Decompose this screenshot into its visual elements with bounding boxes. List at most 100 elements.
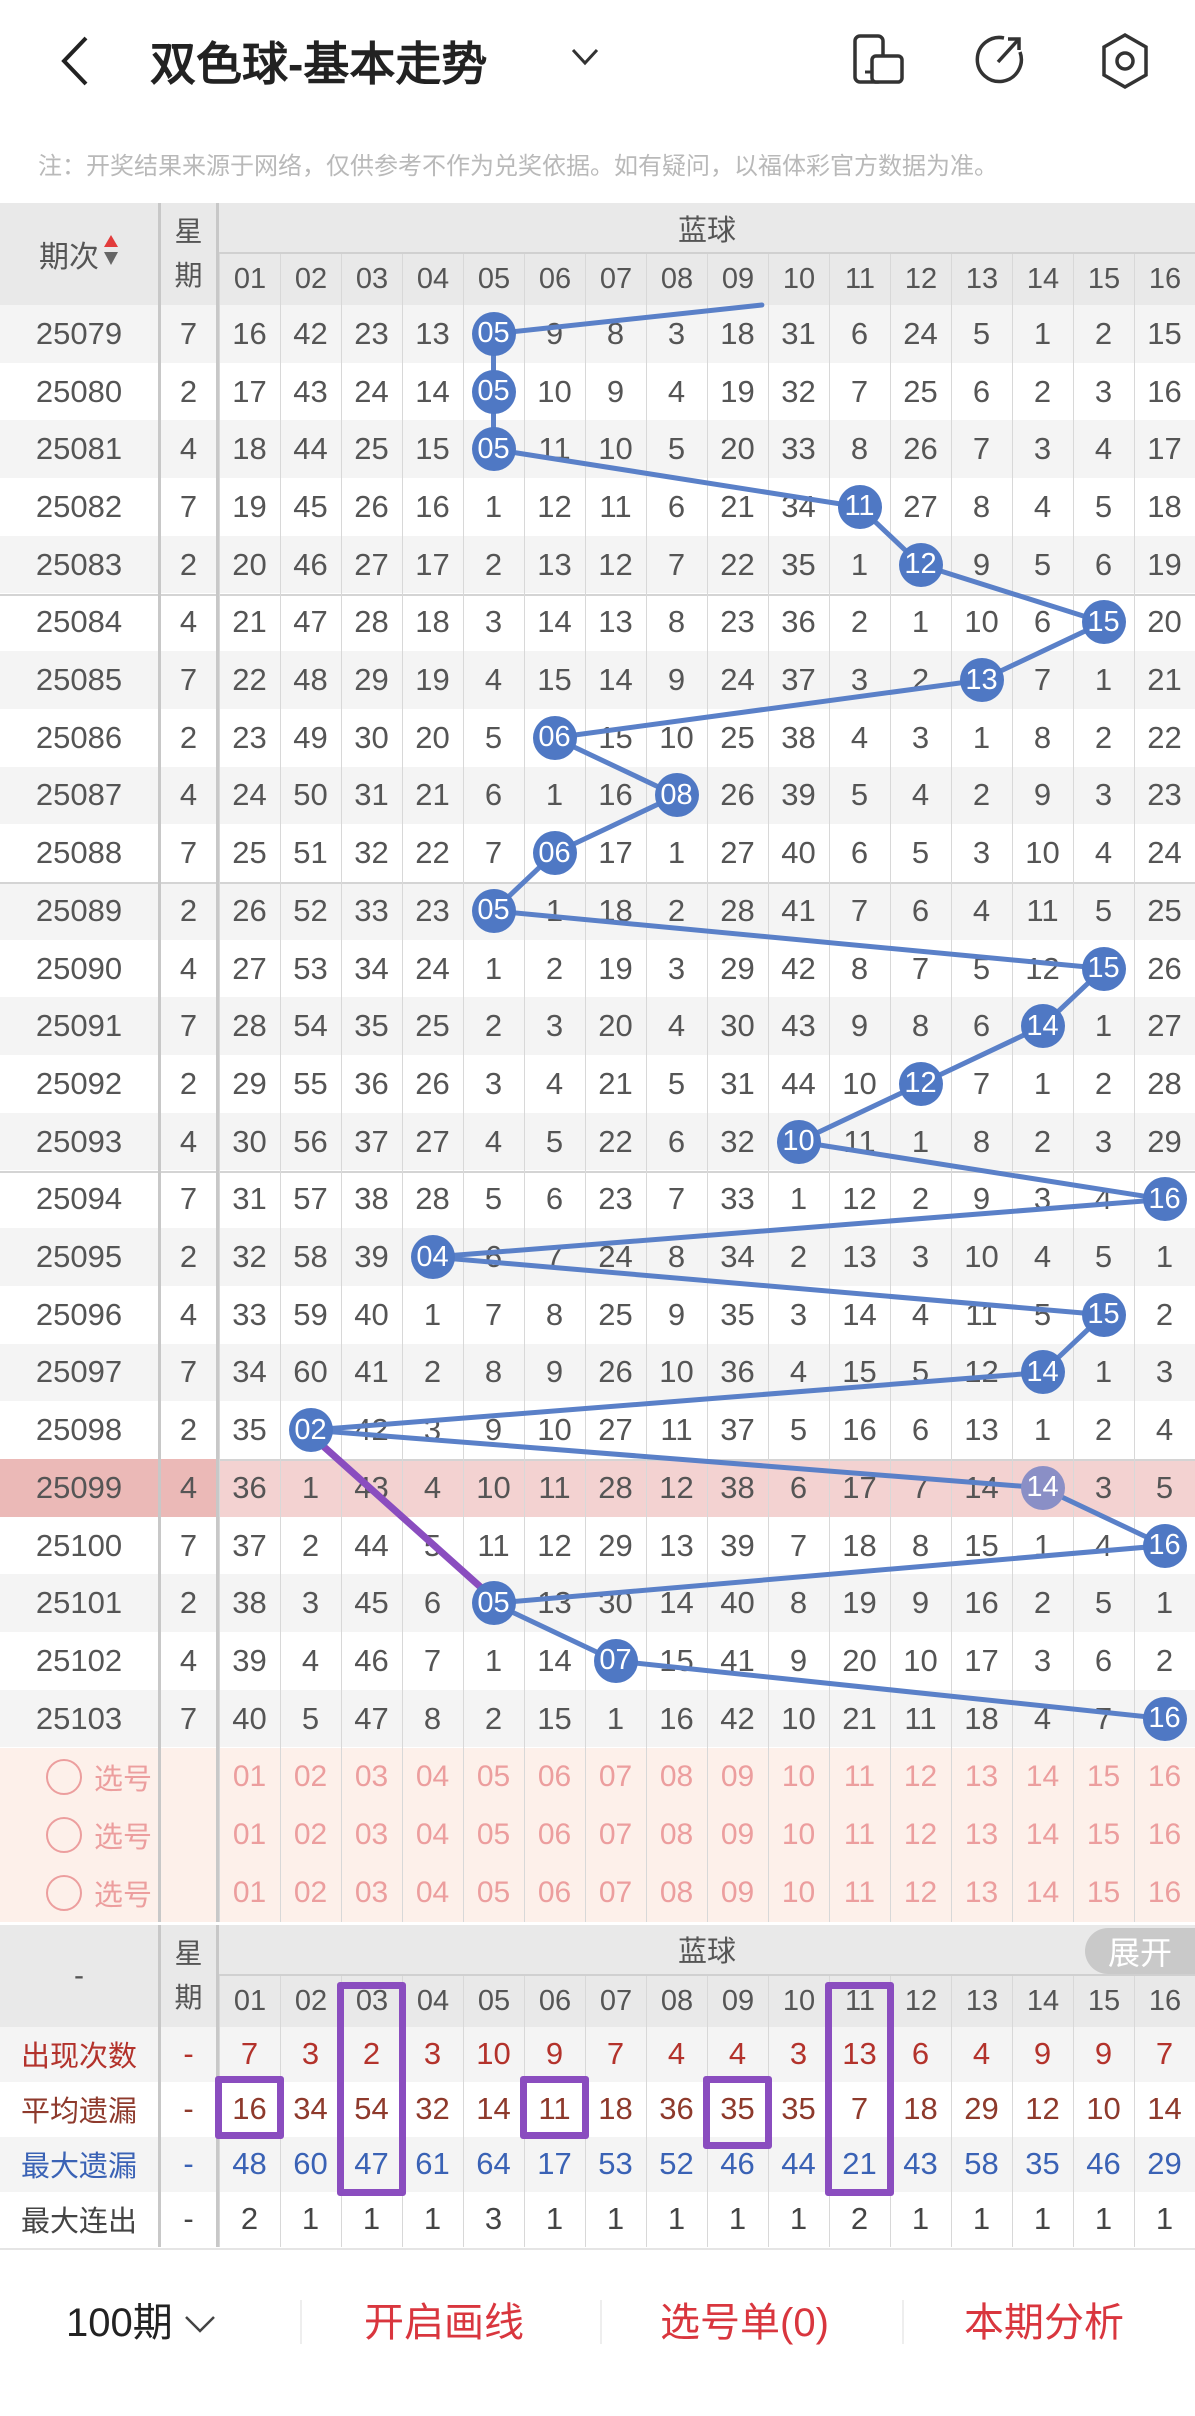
omission-cell[interactable]: 4 bbox=[972, 892, 991, 928]
blue-ball-hit[interactable]: 05 bbox=[471, 888, 516, 933]
period-header[interactable]: 期次 bbox=[0, 203, 158, 305]
omission-cell[interactable]: 14 bbox=[415, 373, 450, 409]
omission-cell[interactable]: 2 bbox=[667, 892, 686, 928]
omission-cell[interactable]: 11 bbox=[843, 1123, 876, 1159]
omission-cell[interactable]: 3 bbox=[1094, 1123, 1113, 1159]
share-icon[interactable] bbox=[974, 32, 1026, 88]
omission-cell[interactable]: 7 bbox=[1094, 1700, 1113, 1736]
omission-cell[interactable]: 36 bbox=[720, 1354, 755, 1390]
pick-number-12[interactable]: 12 bbox=[903, 1759, 938, 1793]
pick-list-button[interactable]: 选号单(0) bbox=[660, 2301, 829, 2345]
omission-cell[interactable]: 2 bbox=[423, 1354, 442, 1390]
omission-cell[interactable]: 3 bbox=[545, 1008, 564, 1044]
omission-cell[interactable]: 5 bbox=[1033, 1296, 1052, 1332]
omission-cell[interactable]: 55 bbox=[293, 1065, 328, 1101]
omission-cell[interactable]: 40 bbox=[232, 1700, 267, 1736]
omission-cell[interactable]: 13 bbox=[598, 604, 633, 640]
pick-number-10[interactable]: 10 bbox=[781, 1817, 816, 1851]
omission-cell[interactable]: 5 bbox=[850, 777, 869, 813]
omission-cell[interactable]: 4 bbox=[423, 1469, 442, 1505]
omission-cell[interactable]: 20 bbox=[1147, 604, 1182, 640]
omission-cell[interactable]: 15 bbox=[842, 1354, 877, 1390]
pick-number-09[interactable]: 09 bbox=[720, 1817, 755, 1851]
omission-cell[interactable]: 16 bbox=[232, 315, 267, 351]
omission-cell[interactable]: 35 bbox=[781, 546, 816, 582]
omission-cell[interactable]: 14 bbox=[537, 1642, 572, 1678]
omission-cell[interactable]: 42 bbox=[293, 315, 328, 351]
omission-cell[interactable]: 1 bbox=[1155, 1239, 1174, 1275]
omission-cell[interactable]: 18 bbox=[415, 604, 450, 640]
omission-cell[interactable]: 21 bbox=[1147, 662, 1182, 698]
omission-cell[interactable]: 3 bbox=[1033, 1181, 1052, 1217]
omission-cell[interactable]: 27 bbox=[1147, 1008, 1182, 1044]
chevron-down-icon[interactable] bbox=[570, 46, 600, 68]
omission-cell[interactable]: 38 bbox=[781, 719, 816, 755]
omission-cell[interactable]: 4 bbox=[1094, 431, 1113, 467]
blue-ball-hit[interactable]: 13 bbox=[959, 658, 1004, 703]
omission-cell[interactable]: 5 bbox=[484, 1181, 503, 1217]
pick-number-16[interactable]: 16 bbox=[1147, 1759, 1182, 1793]
omission-cell[interactable]: 24 bbox=[903, 315, 938, 351]
omission-cell[interactable]: 2 bbox=[1094, 719, 1113, 755]
omission-cell[interactable]: 7 bbox=[972, 1065, 991, 1101]
omission-cell[interactable]: 9 bbox=[789, 1642, 808, 1678]
pick-number-15[interactable]: 15 bbox=[1086, 1875, 1121, 1909]
omission-cell[interactable]: 5 bbox=[484, 719, 503, 755]
omission-cell[interactable]: 8 bbox=[484, 1354, 503, 1390]
omission-cell[interactable]: 41 bbox=[781, 892, 816, 928]
omission-cell[interactable]: 23 bbox=[720, 604, 755, 640]
omission-cell[interactable]: 6 bbox=[667, 488, 686, 524]
blue-ball-hit[interactable]: 07 bbox=[593, 1638, 638, 1683]
omission-cell[interactable]: 1 bbox=[484, 1642, 503, 1678]
blue-ball-hit[interactable]: 08 bbox=[654, 773, 699, 818]
omission-cell[interactable]: 49 bbox=[293, 719, 328, 755]
omission-cell[interactable]: 42 bbox=[781, 950, 816, 986]
blue-ball-hit[interactable]: 06 bbox=[532, 831, 577, 876]
omission-cell[interactable]: 3 bbox=[1033, 1642, 1052, 1678]
omission-cell[interactable]: 6 bbox=[545, 1181, 564, 1217]
omission-cell[interactable]: 3 bbox=[972, 835, 991, 871]
omission-cell[interactable]: 24 bbox=[354, 373, 389, 409]
omission-cell[interactable]: 5 bbox=[972, 950, 991, 986]
omission-cell[interactable]: 28 bbox=[415, 1181, 450, 1217]
omission-cell[interactable]: 7 bbox=[484, 1296, 503, 1332]
omission-cell[interactable]: 1 bbox=[1033, 1065, 1052, 1101]
omission-cell[interactable]: 3 bbox=[484, 1065, 503, 1101]
omission-cell[interactable]: 20 bbox=[598, 1008, 633, 1044]
omission-cell[interactable]: 57 bbox=[293, 1181, 328, 1217]
omission-cell[interactable]: 6 bbox=[911, 1412, 930, 1448]
omission-cell[interactable]: 10 bbox=[476, 1469, 511, 1505]
omission-cell[interactable]: 11 bbox=[477, 1527, 510, 1563]
pick-number-02[interactable]: 02 bbox=[293, 1817, 328, 1851]
omission-cell[interactable]: 37 bbox=[232, 1527, 267, 1563]
omission-cell[interactable]: 2 bbox=[1094, 315, 1113, 351]
omission-cell[interactable]: 14 bbox=[659, 1585, 694, 1621]
omission-cell[interactable]: 17 bbox=[1147, 431, 1182, 467]
omission-cell[interactable]: 2 bbox=[1155, 1642, 1174, 1678]
omission-cell[interactable]: 4 bbox=[1094, 1527, 1113, 1563]
omission-cell[interactable]: 2 bbox=[972, 777, 991, 813]
omission-cell[interactable]: 50 bbox=[293, 777, 328, 813]
omission-cell[interactable]: 22 bbox=[415, 835, 450, 871]
omission-cell[interactable]: 2 bbox=[1033, 1123, 1052, 1159]
omission-cell[interactable]: 14 bbox=[598, 662, 633, 698]
omission-cell[interactable]: 5 bbox=[667, 431, 686, 467]
omission-cell[interactable]: 33 bbox=[232, 1296, 267, 1332]
omission-cell[interactable]: 9 bbox=[850, 1008, 869, 1044]
omission-cell[interactable]: 7 bbox=[850, 892, 869, 928]
omission-cell[interactable]: 33 bbox=[781, 431, 816, 467]
omission-cell[interactable]: 18 bbox=[1147, 488, 1182, 524]
omission-cell[interactable]: 6 bbox=[1033, 604, 1052, 640]
pick-number-13[interactable]: 13 bbox=[964, 1817, 999, 1851]
omission-cell[interactable]: 1 bbox=[911, 1123, 930, 1159]
pick-number-10[interactable]: 10 bbox=[781, 1759, 816, 1793]
omission-cell[interactable]: 14 bbox=[842, 1296, 877, 1332]
omission-cell[interactable]: 41 bbox=[354, 1354, 389, 1390]
omission-cell[interactable]: 4 bbox=[850, 719, 869, 755]
draw-lines-button[interactable]: 开启画线 bbox=[364, 2301, 524, 2345]
omission-cell[interactable]: 2 bbox=[1033, 373, 1052, 409]
blue-ball-hit[interactable]: 16 bbox=[1142, 1523, 1187, 1568]
omission-cell[interactable]: 7 bbox=[667, 546, 686, 582]
omission-cell[interactable]: 13 bbox=[842, 1239, 877, 1275]
omission-cell[interactable]: 26 bbox=[232, 892, 267, 928]
